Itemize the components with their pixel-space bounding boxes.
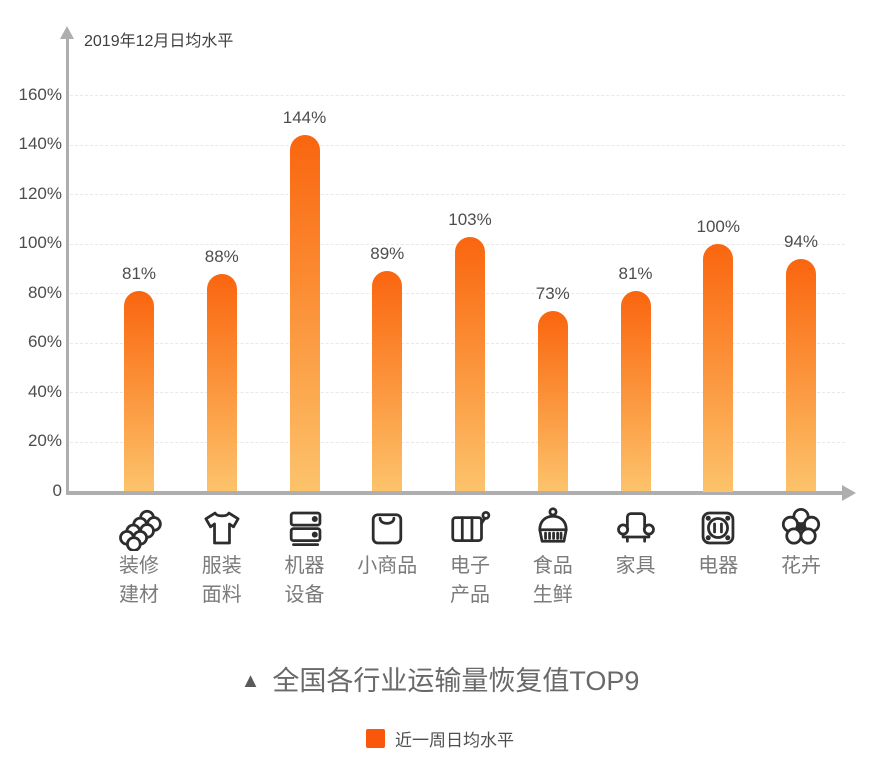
y-tick-label: 40%	[27, 381, 62, 401]
category-label: 机器 设备	[284, 555, 325, 606]
category-label: 家具	[615, 555, 656, 577]
gridline	[70, 95, 845, 96]
category-0: 装修 建材	[91, 504, 187, 610]
bar	[124, 291, 154, 492]
category-label: 电器	[698, 555, 739, 577]
category-label: 装修 建材	[119, 555, 159, 606]
y-tick-label: 80%	[27, 282, 62, 302]
triangle-marker-icon: ▲	[240, 670, 261, 692]
bar	[537, 310, 568, 492]
bar-value-label: 81%	[121, 264, 157, 284]
y-tick-label: 140%	[18, 134, 62, 153]
y-tick-label: 20%	[27, 431, 62, 450]
steamer-icon	[530, 504, 576, 552]
shopping-bag-icon	[364, 504, 410, 552]
y-axis-title: 2019年12月日均水平	[84, 33, 234, 50]
pipes-icon	[116, 504, 162, 552]
bar	[786, 258, 816, 492]
chart-title-text: 全国各行业运输量恢复值TOP9	[272, 666, 640, 696]
y-tick-label: 0	[52, 480, 62, 500]
legend: 近一周日均水平	[0, 726, 880, 751]
y-tick-label: 160%	[18, 84, 62, 104]
sofa-icon	[613, 504, 659, 552]
category-3: 小商品	[339, 504, 435, 581]
bar-value-label: 100%	[696, 217, 740, 236]
bar-value-label: 88%	[204, 246, 239, 266]
bar	[703, 244, 734, 492]
bar-value-label: 103%	[448, 209, 492, 229]
category-label: 服装 面料	[201, 555, 242, 606]
socket-icon	[695, 504, 741, 552]
legend-swatch	[366, 729, 385, 748]
category-5: 食品 生鲜	[505, 504, 601, 610]
bar-value-label: 94%	[783, 231, 819, 251]
category-7: 电器	[670, 504, 766, 581]
category-label: 食品 生鲜	[532, 555, 573, 606]
bar-value-label: 81%	[618, 264, 653, 284]
bar	[289, 135, 320, 492]
chart-title: ▲ 全国各行业运输量恢复值TOP9	[0, 659, 880, 698]
category-1: 服装 面料	[174, 504, 270, 610]
bar	[206, 273, 237, 492]
gridline	[70, 194, 845, 195]
category-label: 花卉	[781, 555, 821, 577]
flower-icon	[778, 504, 824, 552]
gridline	[70, 144, 845, 146]
bar	[372, 271, 403, 492]
y-tick-label: 60%	[27, 332, 62, 351]
category-label: 小商品	[357, 555, 418, 577]
legend-label: 近一周日均水平	[395, 731, 514, 750]
y-tick-label: 120%	[18, 183, 62, 203]
y-tick-label: 100%	[18, 233, 62, 252]
y-axis-line	[66, 38, 69, 494]
battery-icon	[447, 504, 493, 552]
x-axis-line	[66, 491, 844, 495]
bar-value-label: 144%	[282, 108, 327, 128]
tshirt-icon	[199, 504, 245, 552]
category-label: 电子 产品	[450, 555, 490, 606]
category-8: 花卉	[753, 504, 849, 581]
category-6: 家具	[588, 504, 684, 581]
machine-icon	[282, 504, 328, 552]
bar-value-label: 89%	[370, 244, 405, 264]
bar-value-label: 73%	[535, 283, 570, 303]
y-axis-arrow-icon	[60, 26, 74, 39]
bar	[620, 291, 651, 492]
x-axis-arrow-icon	[842, 484, 856, 501]
category-2: 机器 设备	[257, 504, 353, 610]
bar	[455, 236, 485, 492]
category-4: 电子 产品	[422, 504, 518, 610]
